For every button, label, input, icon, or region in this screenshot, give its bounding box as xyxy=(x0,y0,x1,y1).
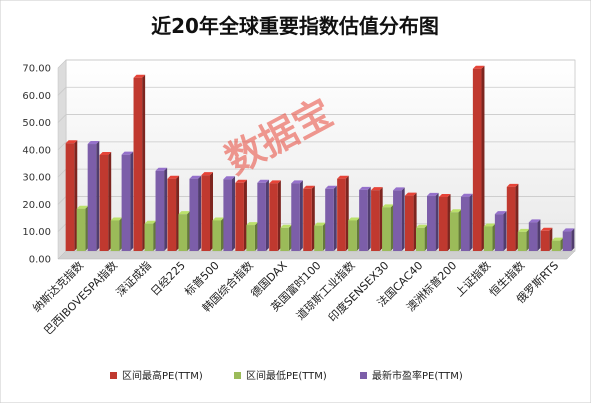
legend-item: 区间最低PE(TTM) xyxy=(234,369,327,382)
bar xyxy=(121,151,134,251)
bar xyxy=(460,193,473,251)
legend-swatch xyxy=(360,372,367,379)
y-tick-label: 70.00 xyxy=(22,64,51,75)
bar xyxy=(303,185,315,251)
bar xyxy=(416,224,428,251)
bar xyxy=(405,192,417,251)
legend-label: 区间最低PE(TTM) xyxy=(246,369,327,382)
bar xyxy=(506,183,519,251)
bar xyxy=(314,222,326,251)
grid-line-side xyxy=(57,196,67,205)
bar xyxy=(99,151,112,251)
y-tick-label: 40.00 xyxy=(22,145,51,156)
grid-line-side xyxy=(57,168,67,178)
bar xyxy=(235,179,247,251)
bar xyxy=(87,141,100,251)
y-tick-label: 60.00 xyxy=(22,91,51,102)
bar xyxy=(110,217,123,251)
legend-item: 区间最高PE(TTM) xyxy=(110,369,203,382)
bar xyxy=(223,176,235,251)
legend: 区间最高PE(TTM) 区间最低PE(TTM) 最新市盈率PE(TTM) xyxy=(110,369,463,382)
bar xyxy=(189,175,202,251)
bar xyxy=(551,237,564,251)
bar xyxy=(269,180,281,251)
legend-label: 最新市盈率PE(TTM) xyxy=(372,369,463,382)
plot-floor xyxy=(57,250,576,260)
bar xyxy=(246,222,258,251)
y-tick-label: 10.00 xyxy=(22,227,51,238)
bar xyxy=(144,220,157,251)
bar xyxy=(257,179,269,251)
bar xyxy=(280,224,292,251)
bar xyxy=(325,185,337,251)
legend-swatch xyxy=(234,372,241,379)
bar xyxy=(76,205,89,251)
bar xyxy=(348,217,360,251)
y-axis-ticks: 0.00 10.00 20.00 30.00 40.00 50.00 60.00 70.00 xyxy=(22,64,51,266)
bar xyxy=(393,187,405,251)
plot-side-wall xyxy=(57,59,67,260)
bar xyxy=(472,65,485,251)
bar xyxy=(494,211,507,251)
bar xyxy=(540,227,553,251)
grid-line-side xyxy=(57,114,67,123)
bar xyxy=(517,228,530,251)
bar xyxy=(449,209,462,251)
bar xyxy=(133,74,146,251)
bar xyxy=(155,167,168,251)
bar xyxy=(427,192,439,251)
y-tick-label: 0.00 xyxy=(29,255,51,266)
bars xyxy=(65,65,575,251)
bar xyxy=(65,140,78,251)
chart-title: 近20年全球重要指数估值分布图 xyxy=(151,14,439,38)
grid-line-side xyxy=(57,87,67,96)
bar xyxy=(438,193,451,251)
bar xyxy=(562,228,575,251)
bar xyxy=(178,211,191,251)
bar xyxy=(382,204,394,251)
y-tick-label: 30.00 xyxy=(22,173,51,184)
legend-item: 最新市盈率PE(TTM) xyxy=(360,369,463,382)
grid-line-side xyxy=(57,223,67,232)
y-tick-label: 20.00 xyxy=(22,200,51,211)
bar xyxy=(483,223,496,251)
bar xyxy=(528,219,541,251)
bar xyxy=(291,180,303,251)
legend-swatch xyxy=(110,372,117,379)
bar xyxy=(359,186,371,251)
bar xyxy=(371,187,383,251)
y-tick-label: 50.00 xyxy=(22,118,51,129)
plot-back-wall xyxy=(65,59,576,252)
bar xyxy=(212,217,224,251)
grid-line-side xyxy=(57,59,67,69)
bar xyxy=(337,175,349,251)
grid-line-side xyxy=(57,141,67,151)
bar xyxy=(201,172,213,251)
legend-label: 区间最高PE(TTM) xyxy=(122,369,203,382)
bar xyxy=(167,175,180,251)
